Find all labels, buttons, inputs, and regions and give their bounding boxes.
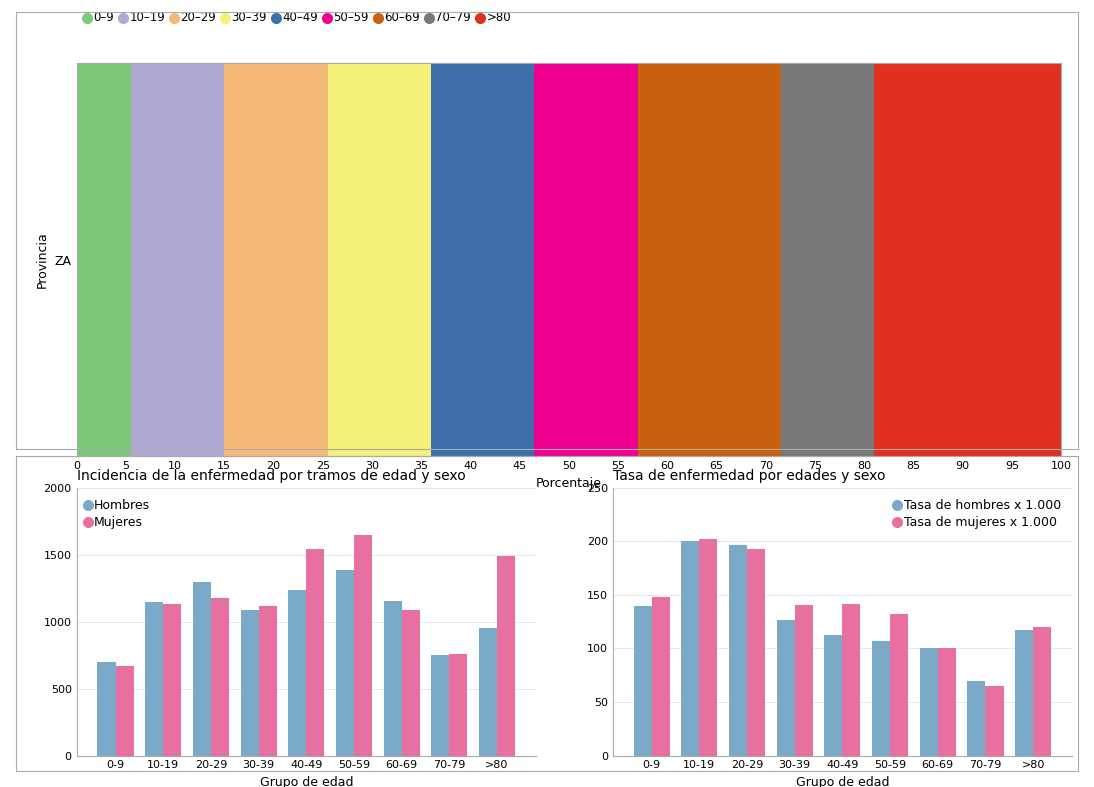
Bar [872, 641, 891, 756]
Bar [652, 597, 670, 756]
Bar [241, 611, 258, 756]
X-axis label: Grupo de edad: Grupo de edad [795, 776, 889, 787]
Bar [874, 63, 1061, 456]
Bar [729, 545, 747, 756]
Text: Incidencia de la enfermedad por tramos de edad y sexo: Incidencia de la enfermedad por tramos d… [77, 468, 465, 482]
Bar [146, 601, 163, 756]
Text: Tasa de enfermedad por edades y sexo: Tasa de enfermedad por edades y sexo [613, 468, 885, 482]
Bar [401, 611, 420, 756]
Bar [288, 589, 306, 756]
Bar [1015, 630, 1033, 756]
Bar [77, 63, 131, 456]
Bar [384, 601, 401, 756]
Bar [781, 63, 874, 456]
Bar [682, 541, 699, 756]
Bar [116, 666, 133, 756]
Bar [824, 634, 842, 756]
Bar [431, 63, 535, 456]
Bar [747, 549, 765, 756]
Bar [224, 63, 328, 456]
Bar [777, 619, 794, 756]
Bar [354, 535, 372, 756]
Bar [163, 604, 182, 756]
Bar [986, 686, 1003, 756]
Bar [479, 628, 497, 756]
Bar [633, 606, 652, 756]
Bar [431, 655, 450, 756]
Bar [842, 604, 861, 756]
Bar [920, 648, 938, 756]
Legend: 0–9, 10–19, 20–29, 30–39, 40–49, 50–59, 60–69, 70–79, >80: 0–9, 10–19, 20–29, 30–39, 40–49, 50–59, … [82, 6, 515, 28]
Bar [794, 604, 813, 756]
Bar [891, 614, 908, 756]
Bar [211, 598, 229, 756]
Bar [938, 648, 956, 756]
Bar [1033, 627, 1051, 756]
Bar [699, 539, 718, 756]
Bar [450, 654, 467, 756]
Bar [328, 63, 431, 456]
Legend: Hombres, Mujeres: Hombres, Mujeres [83, 494, 155, 534]
Bar [967, 681, 986, 756]
Bar [638, 63, 780, 456]
X-axis label: Porcentaje: Porcentaje [536, 477, 602, 490]
Y-axis label: Provincia: Provincia [36, 231, 49, 288]
Bar [258, 606, 277, 756]
Bar [336, 570, 354, 756]
Bar [497, 556, 515, 756]
Bar [97, 662, 116, 756]
Bar [306, 549, 325, 756]
Bar [131, 63, 224, 456]
Legend: Tasa de hombres x 1.000, Tasa de mujeres x 1.000: Tasa de hombres x 1.000, Tasa de mujeres… [893, 494, 1066, 534]
Bar [534, 63, 638, 456]
X-axis label: Grupo de edad: Grupo de edad [259, 776, 353, 787]
Bar [193, 582, 211, 756]
